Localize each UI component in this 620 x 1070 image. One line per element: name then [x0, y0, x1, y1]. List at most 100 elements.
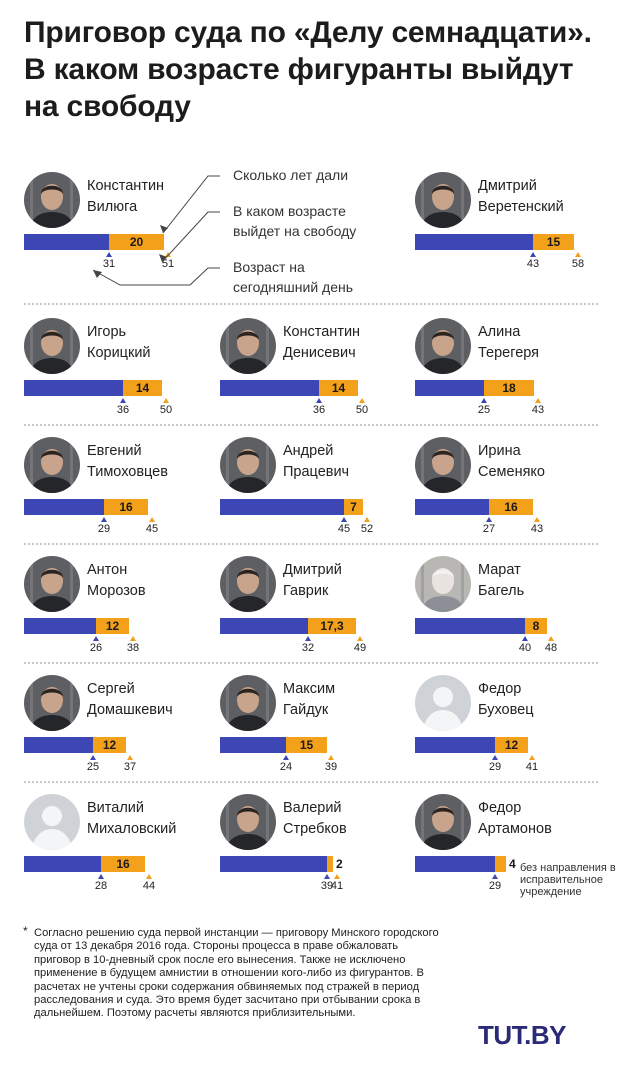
first-name: Максим	[283, 681, 336, 697]
last-name: Вилюга	[87, 199, 138, 215]
current-age-value: 28	[94, 880, 108, 892]
footnote-text: Согласно решению суда первой инстанции —…	[34, 927, 439, 1020]
first-name: Андрей	[283, 443, 334, 459]
release-age-marker-icon	[357, 636, 363, 641]
sentence-term-label: 4	[509, 857, 516, 871]
person-card: Игорь Корицкий 14 36 50	[24, 318, 214, 418]
legend-current-age: Возраст на сегодняшний день	[233, 259, 354, 295]
sentence-term-bar: 14	[123, 380, 162, 396]
current-age-tick: 36	[304, 398, 334, 416]
release-age-marker-icon	[165, 252, 171, 257]
current-age-tick: 40	[510, 636, 540, 654]
first-name: Евгений	[87, 443, 142, 459]
release-age-marker-icon	[535, 398, 541, 403]
person-name: Федор Артамонов	[478, 798, 552, 840]
release-age-tick: 52	[352, 517, 382, 535]
first-name: Константин	[87, 178, 165, 194]
release-age-tick: 58	[563, 252, 593, 270]
release-age-marker-icon	[534, 517, 540, 522]
first-name: Алина	[478, 324, 521, 340]
release-age-tick: 43	[523, 398, 553, 416]
current-age-tick: 29	[480, 755, 510, 773]
row-separator	[24, 662, 598, 664]
last-name: Терегеря	[478, 345, 540, 361]
release-age-marker-icon	[548, 636, 554, 641]
last-name: Веретенский	[478, 199, 564, 215]
release-age-marker-icon	[334, 874, 340, 879]
current-age-value: 29	[488, 761, 502, 773]
callout-now-line	[92, 267, 220, 286]
release-age-tick: 38	[118, 636, 148, 654]
current-age-value: 40	[518, 642, 532, 654]
sentence-term-bar: 16	[104, 499, 148, 515]
release-age-value: 39	[324, 761, 338, 773]
row-separator	[24, 543, 598, 545]
current-age-tick: 28	[86, 874, 116, 892]
current-age-bar	[24, 618, 96, 634]
person-card: Валерий Стребков 2 39 41	[220, 794, 410, 894]
person-name: Антон Морозов	[87, 560, 146, 602]
footnote: * Согласно решению суда первой инстанции…	[23, 924, 444, 1021]
person-name: Марат Багель	[478, 560, 524, 602]
last-name: Багель	[478, 583, 525, 599]
current-age-bar	[415, 737, 495, 753]
avatar	[24, 318, 80, 374]
person-name: Евгений Тимоховцев	[87, 441, 168, 483]
person-name: Дмитрий Гаврик	[283, 560, 342, 602]
release-age-tick: 50	[347, 398, 377, 416]
current-age-marker-icon	[98, 874, 104, 879]
avatar-placeholder-icon	[415, 675, 471, 731]
release-age-marker-icon	[575, 252, 581, 257]
person-name: Валерий Стребков	[283, 798, 347, 840]
release-age-value: 45	[145, 523, 159, 535]
person-name: Максим Гайдук	[283, 679, 335, 721]
first-name: Антон	[87, 562, 128, 578]
current-age-tick: 36	[108, 398, 138, 416]
release-age-tick: 41	[517, 755, 547, 773]
release-age-value: 37	[123, 761, 137, 773]
release-age-value: 41	[525, 761, 539, 773]
release-age-value: 52	[360, 523, 374, 535]
avatar	[415, 556, 471, 612]
current-age-marker-icon	[530, 252, 536, 257]
current-age-tick: 43	[518, 252, 548, 270]
release-age-marker-icon	[163, 398, 169, 403]
avatar	[220, 675, 276, 731]
sentence-term-bar	[327, 856, 333, 872]
current-age-tick: 25	[469, 398, 499, 416]
person-card: Андрей Працевич 7 45 52	[220, 437, 410, 537]
current-age-bar	[220, 737, 286, 753]
current-age-value: 26	[89, 642, 103, 654]
current-age-value: 31	[102, 258, 116, 270]
last-name: Денисевич	[283, 345, 356, 361]
current-age-marker-icon	[492, 874, 498, 879]
last-name: Працевич	[283, 464, 350, 480]
current-age-tick: 29	[89, 517, 119, 535]
person-card: Дмитрий Веретенский 15 43 58	[415, 172, 605, 272]
person-card: Константин Вилюга 20 31 51	[24, 172, 214, 272]
current-age-bar	[415, 856, 495, 872]
current-age-bar	[24, 380, 123, 396]
current-age-tick: 45	[329, 517, 359, 535]
avatar	[24, 172, 80, 228]
release-age-value: 58	[571, 258, 585, 270]
legend-release-age: В каком возрасте выйдет на свободу	[233, 203, 357, 239]
current-age-tick: 24	[271, 755, 301, 773]
sentence-term-bar: 16	[489, 499, 533, 515]
avatar	[220, 437, 276, 493]
first-name: Константин	[283, 324, 361, 340]
first-name: Сергей	[87, 681, 135, 697]
person-card: Виталий Михаловский 16 28 44	[24, 794, 214, 894]
current-age-marker-icon	[522, 636, 528, 641]
current-age-bar	[415, 499, 489, 515]
release-age-value: 41	[330, 880, 344, 892]
current-age-marker-icon	[486, 517, 492, 522]
sentence-term-bar: 20	[109, 234, 164, 250]
person-card: Константин Денисевич 14 36 50	[220, 318, 410, 418]
current-age-value: 25	[86, 761, 100, 773]
person-card: Дмитрий Гаврик 17,3 32 49	[220, 556, 410, 656]
person-name: Сергей Домашкевич	[87, 679, 173, 721]
first-name: Дмитрий	[478, 178, 537, 194]
current-age-bar	[24, 499, 104, 515]
